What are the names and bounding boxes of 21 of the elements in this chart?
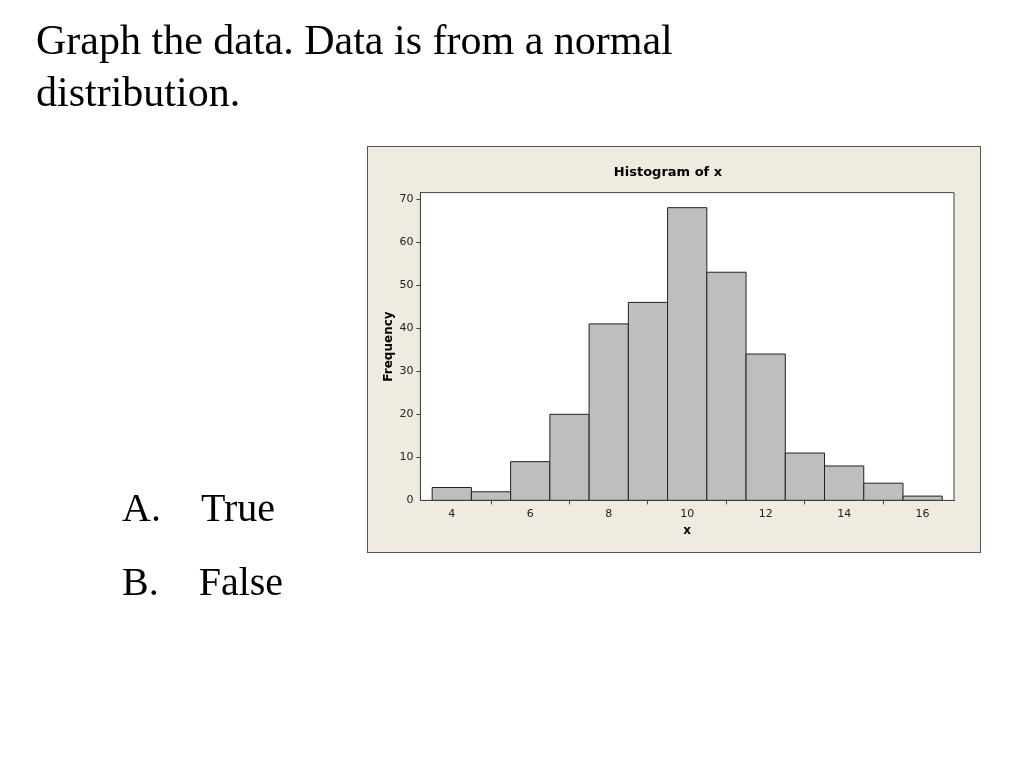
- y-axis-title: Frequency: [381, 311, 396, 382]
- y-tick-label: 40: [399, 321, 414, 335]
- x-tick-label: 8: [605, 506, 613, 520]
- y-tick-label: 20: [399, 407, 414, 421]
- x-tick-label: 10: [680, 506, 695, 520]
- x-tick-label: 14: [837, 506, 852, 520]
- y-tick-label: 50: [399, 278, 414, 292]
- y-tick-label: 0: [406, 493, 414, 507]
- text: A. True: [122, 484, 275, 531]
- chart-title: Histogram of x: [613, 164, 723, 180]
- x-tick-label: 12: [758, 506, 773, 520]
- y-tick-label: 10: [399, 450, 414, 464]
- text: Graph the data. Data is from a normal distribution.: [36, 16, 674, 117]
- x-tick-label: 16: [915, 506, 930, 520]
- x-axis-title: x: [683, 522, 692, 537]
- x-tick-label: 6: [526, 506, 534, 520]
- y-tick-label: 70: [399, 191, 414, 205]
- y-tick-label: 30: [399, 364, 414, 378]
- x-tick-label: 4: [448, 506, 456, 520]
- text: B. False: [122, 558, 284, 605]
- y-tick-label: 60: [399, 234, 414, 248]
